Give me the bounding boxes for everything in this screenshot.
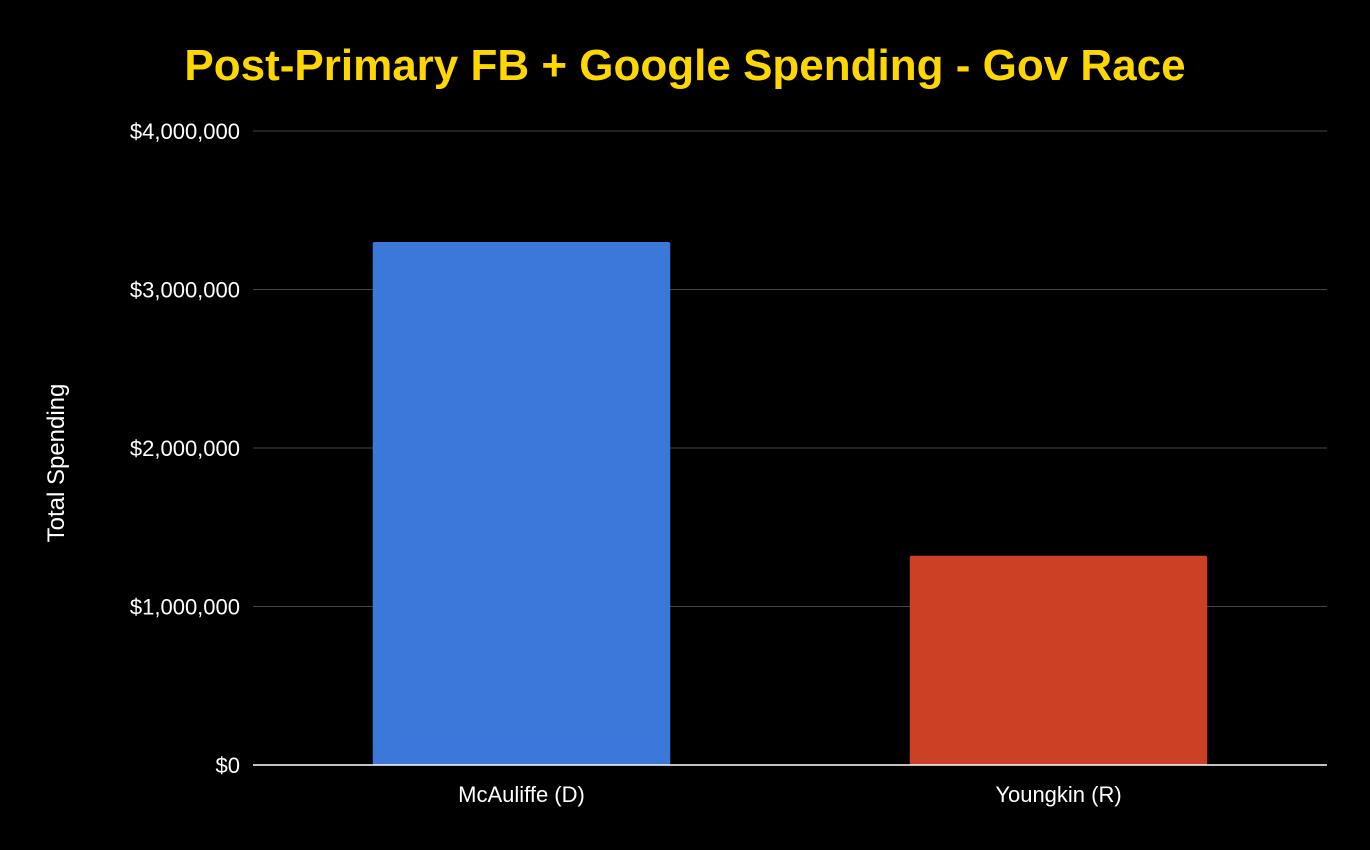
y-tick-label: $1,000,000	[130, 595, 240, 620]
x-axis-ticks: McAuliffe (D) Youngkin (R)	[458, 782, 1122, 807]
chart-title: Post-Primary FB + Google Spending - Gov …	[184, 41, 1185, 90]
y-tick-label: $4,000,000	[130, 119, 240, 144]
y-tick-label: $0	[216, 753, 240, 778]
x-tick-label: Youngkin (R)	[995, 782, 1121, 807]
y-tick-label: $2,000,000	[130, 436, 240, 461]
y-axis-ticks: $0 $1,000,000 $2,000,000 $3,000,000 $4,000,0…	[130, 119, 240, 778]
x-tick-label: McAuliffe (D)	[458, 782, 585, 807]
y-axis-title: Total Spending	[43, 384, 70, 543]
y-tick-label: $3,000,000	[130, 278, 240, 303]
bar	[372, 241, 671, 765]
bar	[909, 555, 1208, 765]
bars	[372, 241, 1208, 765]
